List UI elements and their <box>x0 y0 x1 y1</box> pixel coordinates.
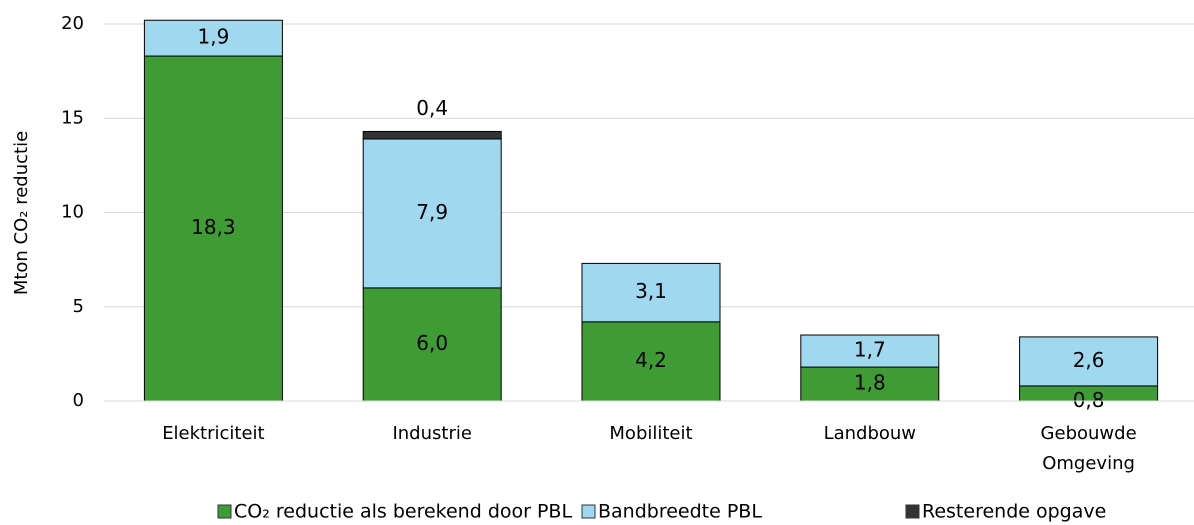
x-tick-label: Mobiliteit <box>609 423 692 444</box>
data-label: 18,3 <box>191 215 236 239</box>
y-tick-label: 10 <box>61 202 84 223</box>
data-label: 0,4 <box>416 96 448 120</box>
y-tick-label: 0 <box>73 390 84 411</box>
y-tick-label: 20 <box>61 13 84 34</box>
data-label: 4,2 <box>635 348 667 372</box>
y-tick-label: 15 <box>61 107 84 128</box>
legend-label: CO₂ reductie als berekend door PBL <box>234 501 572 523</box>
x-tick-label: Elektriciteit <box>162 423 264 444</box>
y-axis-label: Mton CO₂ reductie <box>11 131 32 295</box>
bar-segment <box>800 334 940 368</box>
bar-segment <box>143 19 283 57</box>
data-label: 3,1 <box>635 279 667 303</box>
data-label: 0,8 <box>1073 388 1105 412</box>
legend-swatch <box>581 504 596 519</box>
legend-label: Resterende opgave <box>922 501 1106 523</box>
bar-segment <box>581 262 721 323</box>
data-label: 7,9 <box>416 200 448 224</box>
x-tick-label: Landbouw <box>824 423 916 444</box>
bar-segment <box>143 55 283 402</box>
x-tick-label: Gebouwde Omgeving <box>1041 423 1137 474</box>
legend-swatch <box>217 504 232 519</box>
bar-segment <box>800 366 940 402</box>
data-label: 2,6 <box>1073 348 1105 372</box>
data-label: 1,7 <box>854 338 886 362</box>
data-label: 1,8 <box>854 371 886 395</box>
x-tick-label: Industrie <box>392 423 471 444</box>
y-tick-label: 5 <box>73 296 84 317</box>
data-label: 6,0 <box>416 331 448 355</box>
bar-segment <box>362 130 502 140</box>
legend-label: Bandbreedte PBL <box>598 501 762 523</box>
legend-swatch <box>905 504 920 519</box>
bar-segment <box>1019 336 1159 387</box>
data-label: 1,9 <box>197 25 229 49</box>
